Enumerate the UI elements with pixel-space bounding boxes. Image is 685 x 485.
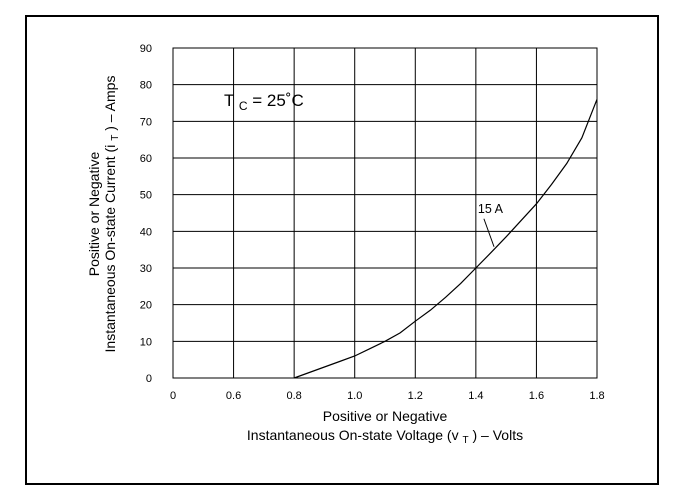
x-tick-label: 1.6 [529, 390, 544, 402]
series-label-pointer [483, 218, 495, 247]
y-axis-label-line1: Positive or Negative [86, 152, 102, 277]
y-tick-label: 20 [140, 300, 152, 312]
annotation-subscript: C [239, 99, 248, 113]
y-tick-label: 40 [140, 226, 152, 238]
x-tick-label: 1.4 [468, 390, 483, 402]
y-axis-label-post: ) – Amps [102, 76, 118, 131]
y-axis-label-line2: Instantaneous On-state Current (i T ) – … [102, 76, 121, 353]
x-axis-label-line2: Instantaneous On-state Voltage (v T ) – … [247, 427, 523, 446]
plot-area-border [172, 47, 598, 379]
x-tick-label: 0.6 [226, 390, 241, 402]
y-tick-label: 30 [140, 263, 152, 275]
y-tick-label: 10 [140, 336, 152, 348]
x-axis-label-post: ) – Volts [473, 427, 524, 443]
annotation-text-post: = 25˚C [252, 91, 304, 110]
x-tick-label: 1.0 [347, 390, 362, 402]
x-tick-label: 1.2 [408, 390, 423, 402]
grid [173, 48, 597, 378]
y-tick-label: 70 [140, 116, 152, 128]
x-tick-label: 0 [170, 390, 176, 402]
series-line-15a [293, 99, 598, 379]
annotation-text-pre: T [224, 91, 234, 110]
series-label: 15 A [478, 202, 504, 216]
temperature-annotation: T C = 25˚C [224, 91, 304, 114]
x-tick-label: 0.8 [286, 390, 301, 402]
y-tick-label: 50 [140, 190, 152, 202]
y-axis-label-subscript: T [110, 135, 121, 141]
x-axis-label-line1: Positive or Negative [323, 408, 448, 424]
y-tick-label: 80 [140, 80, 152, 92]
y-tick-label: 0 [146, 373, 152, 385]
y-axis-label-pre: Instantaneous On-state Current (i [102, 145, 118, 353]
x-axis-label-pre: Instantaneous On-state Voltage (v [247, 427, 459, 443]
x-tick-label: 1.8 [589, 390, 604, 402]
y-axis-label: Positive or Negative Instantaneous On-st… [86, 76, 121, 353]
y-tick-label: 60 [140, 153, 152, 165]
tick-labels: 0 0.6 0.8 1.0 1.2 1.4 1.6 1.8 0 10 20 30 40 50 60 70 80 9… [140, 43, 605, 402]
y-tick-label: 90 [140, 43, 152, 55]
x-axis-label-subscript: T [463, 435, 469, 446]
